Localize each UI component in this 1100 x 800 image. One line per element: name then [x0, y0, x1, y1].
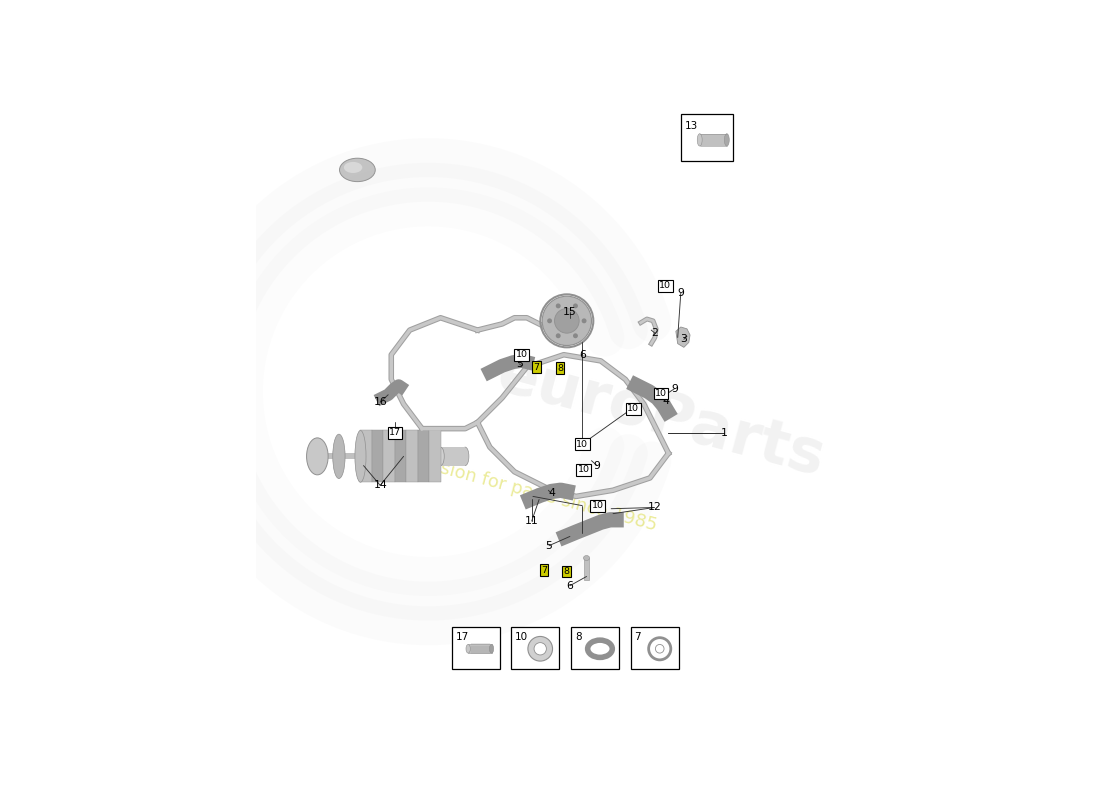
Circle shape	[656, 645, 664, 653]
Text: 12: 12	[648, 502, 661, 513]
Text: 2: 2	[651, 328, 659, 338]
Circle shape	[535, 642, 547, 655]
Ellipse shape	[340, 158, 375, 182]
Bar	[681, 114, 733, 161]
Text: 11: 11	[525, 516, 539, 526]
Circle shape	[547, 318, 552, 323]
Ellipse shape	[307, 438, 328, 475]
Circle shape	[554, 309, 580, 333]
Text: a passion for parts since 1985: a passion for parts since 1985	[392, 446, 659, 534]
Bar	[395, 430, 406, 482]
Bar	[418, 430, 429, 482]
Text: 17: 17	[455, 632, 469, 642]
Text: 4: 4	[548, 488, 554, 498]
Text: 10: 10	[516, 350, 528, 359]
Circle shape	[556, 334, 561, 338]
Bar	[631, 627, 679, 669]
Bar	[361, 430, 372, 482]
Text: 10: 10	[576, 439, 588, 449]
Polygon shape	[675, 327, 690, 347]
Ellipse shape	[466, 645, 471, 653]
Text: euroParts: euroParts	[490, 344, 830, 489]
Text: 3: 3	[681, 334, 688, 344]
Text: 1: 1	[720, 428, 727, 438]
Text: 10: 10	[592, 501, 604, 510]
Bar	[406, 430, 418, 482]
Circle shape	[528, 637, 552, 661]
Text: 7: 7	[541, 566, 547, 575]
Ellipse shape	[462, 447, 469, 466]
Text: 10: 10	[627, 405, 639, 414]
Text: 6: 6	[579, 350, 585, 360]
Bar	[512, 627, 560, 669]
Text: 9: 9	[671, 383, 678, 394]
Bar	[700, 134, 727, 146]
Text: 5: 5	[516, 359, 522, 369]
Circle shape	[573, 303, 578, 308]
Circle shape	[573, 334, 578, 338]
Text: 10: 10	[659, 282, 671, 290]
Text: 8: 8	[563, 567, 569, 576]
Ellipse shape	[437, 447, 444, 466]
Text: 9: 9	[678, 288, 684, 298]
Ellipse shape	[724, 134, 729, 146]
Ellipse shape	[332, 434, 345, 478]
Text: 13: 13	[684, 121, 697, 130]
Ellipse shape	[490, 645, 494, 653]
Ellipse shape	[697, 134, 702, 146]
Text: 17: 17	[389, 429, 402, 438]
Bar	[584, 558, 588, 579]
Bar	[469, 645, 492, 653]
Text: 9: 9	[594, 461, 601, 470]
Bar	[317, 454, 363, 459]
Text: 10: 10	[515, 632, 528, 642]
Bar	[571, 627, 619, 669]
Text: 4: 4	[662, 396, 669, 406]
Bar	[440, 447, 465, 466]
Circle shape	[582, 318, 586, 323]
Ellipse shape	[355, 430, 366, 482]
Text: 8: 8	[557, 364, 563, 373]
Bar	[372, 430, 383, 482]
Bar	[429, 430, 440, 482]
Circle shape	[556, 303, 561, 308]
Text: 7: 7	[534, 362, 540, 371]
Text: 7: 7	[635, 632, 641, 642]
Text: 6: 6	[566, 581, 573, 590]
Text: 10: 10	[578, 466, 590, 474]
Text: 10: 10	[656, 389, 667, 398]
Ellipse shape	[344, 162, 362, 173]
Circle shape	[542, 296, 592, 346]
Text: 15: 15	[563, 306, 576, 317]
Bar	[452, 627, 499, 669]
Text: 14: 14	[373, 480, 387, 490]
Text: 5: 5	[546, 541, 552, 550]
Bar	[383, 430, 395, 482]
Text: 8: 8	[575, 632, 582, 642]
Ellipse shape	[583, 555, 590, 561]
Text: 16: 16	[373, 397, 387, 407]
